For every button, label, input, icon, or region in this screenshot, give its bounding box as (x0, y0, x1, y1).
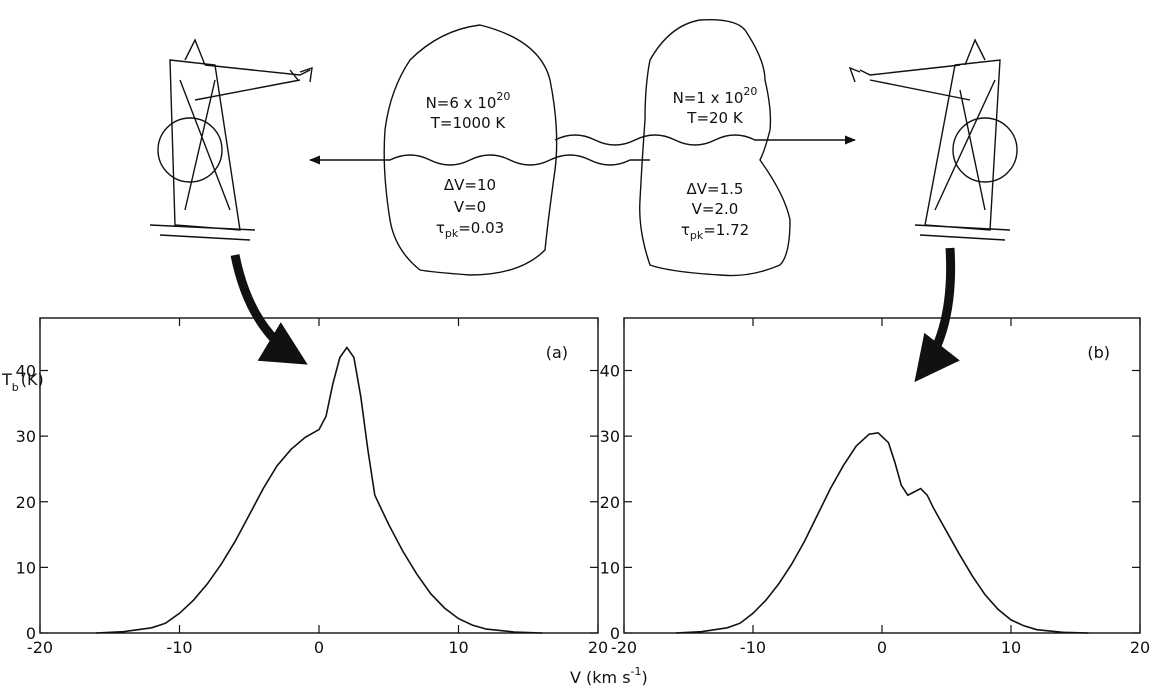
right-cloud (639, 19, 791, 277)
x-tick-label: -10 (740, 638, 766, 657)
subscript: pk (690, 229, 704, 242)
left-telescope (149, 38, 313, 241)
right-velocity: V=2.0 (692, 200, 739, 218)
x-tick-label: -10 (166, 638, 192, 657)
text: N=6 x 10 (426, 94, 497, 112)
text: N=1 x 10 (673, 89, 744, 107)
superscript: 20 (743, 85, 757, 98)
panel-label: (a) (546, 343, 568, 362)
x-tick-label: -20 (27, 638, 53, 657)
x-tick-label: 0 (314, 638, 324, 657)
arrow-left (230, 254, 308, 365)
y-tick-label: 40 (600, 362, 620, 381)
right-column-density: N=1 x 1020 (673, 85, 758, 107)
superscript: 20 (496, 90, 510, 103)
sight-line-left (308, 154, 650, 166)
text: =0.03 (458, 219, 504, 237)
plot-frame (623, 317, 1141, 634)
left-cloud (383, 24, 558, 276)
text: ) (642, 668, 648, 687)
right-width: ΔV=1.5 (687, 180, 744, 198)
x-tick-label: 20 (1130, 638, 1150, 657)
x-axis-label: V (km s-1) (570, 665, 648, 687)
y-tick-label: 20 (600, 493, 620, 512)
y-tick-label: 40 (16, 362, 36, 381)
text: (K) (21, 370, 44, 389)
left-temperature: T=1000 K (430, 114, 507, 132)
y-axis-label: Tb (K) (1, 370, 44, 394)
text: V (km s (570, 668, 631, 687)
plot-frame (39, 317, 599, 634)
arrow-right (914, 247, 960, 383)
text: =1.72 (703, 221, 749, 239)
text: τ (681, 221, 690, 239)
left-velocity: V=0 (454, 198, 486, 216)
y-tick-label: 0 (610, 624, 620, 643)
left-tau: τpk=0.03 (436, 219, 504, 240)
superscript: -1 (631, 665, 642, 678)
spectrum-line (675, 431, 1089, 634)
left-width: ΔV=10 (444, 176, 496, 194)
y-tick-label: 30 (16, 427, 36, 446)
y-tick-label: 20 (16, 493, 36, 512)
x-tick-label: 10 (448, 638, 468, 657)
y-tick-label: 0 (26, 624, 36, 643)
subscript: b (12, 381, 19, 394)
y-tick-label: 10 (600, 558, 620, 577)
x-tick-label: 0 (877, 638, 887, 657)
right-telescope (848, 38, 1018, 241)
panel-label: (b) (1087, 343, 1110, 362)
left-column-density: N=6 x 1020 (426, 90, 511, 112)
right-tau: τpk=1.72 (681, 221, 749, 242)
y-tick-label: 10 (16, 558, 36, 577)
x-tick-label: -20 (611, 638, 637, 657)
x-tick-label: 20 (588, 638, 608, 657)
x-tick-label: 10 (1001, 638, 1021, 657)
subscript: pk (445, 227, 459, 240)
text: T (1, 370, 12, 389)
text: τ (436, 219, 445, 237)
sight-line-right (554, 134, 857, 146)
right-temperature: T=20 K (686, 109, 744, 127)
y-tick-label: 30 (600, 427, 620, 446)
spectrum-line (95, 346, 543, 634)
